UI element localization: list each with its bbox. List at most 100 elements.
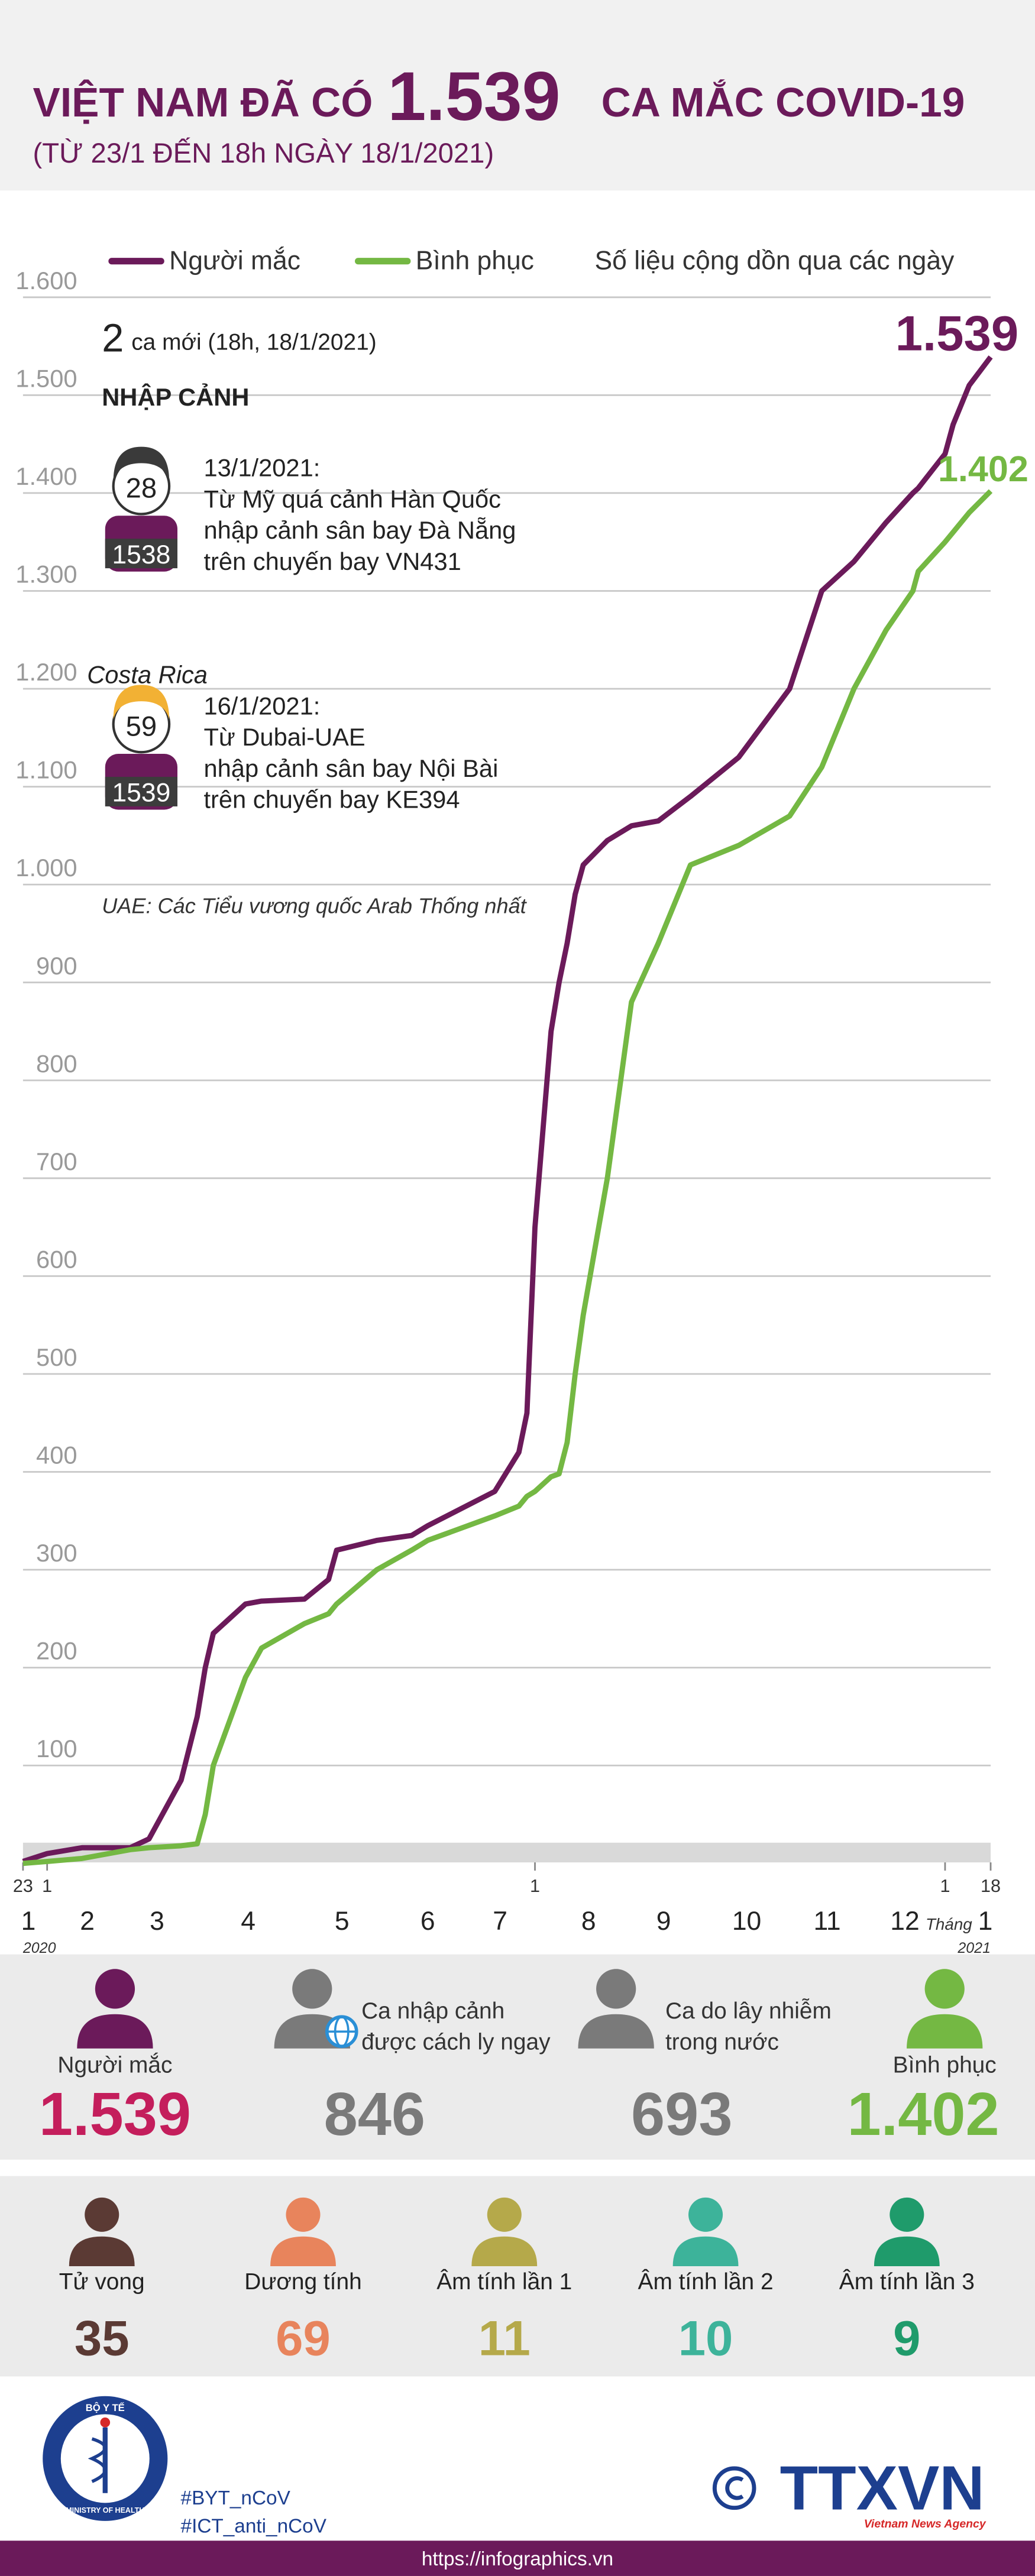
y-tick-label: 800 [36, 1049, 77, 1077]
stat-value: 1.539 [39, 2080, 191, 2148]
case-hair [113, 685, 170, 720]
title: VIỆT NAM ĐÃ CÓ [33, 79, 373, 125]
legend-label: Bình phục [416, 247, 534, 276]
stat-icon [578, 2014, 654, 2049]
moh-logo [100, 2417, 111, 2428]
logo-text: MINISTRY OF HEALTH [66, 2506, 144, 2515]
stat-icon [95, 1969, 135, 2009]
moh-logo [88, 2437, 107, 2483]
stat-icon [688, 2197, 723, 2232]
legend-label: Người mắc [169, 247, 300, 276]
y-tick-label: 600 [36, 1245, 77, 1273]
case-text: nhập cảnh sân bay Đà Nẵng [203, 516, 516, 544]
month-label: 5 [335, 1907, 350, 1936]
stat-label: Ca do lây nhiễm [665, 1998, 832, 2024]
stat-icon [286, 2197, 321, 2232]
url: https://infographics.vn [422, 2548, 613, 2570]
stats-band [0, 1954, 1035, 2160]
stat-icon [292, 1969, 332, 2009]
case-id: 1538 [112, 540, 170, 569]
stat-icon [77, 2014, 153, 2049]
case-text: 13/1/2021: [203, 454, 320, 482]
series-line [22, 489, 993, 1867]
title-number: 1.539 [388, 57, 561, 135]
y-tick-label: 300 [36, 1539, 77, 1567]
end-label: 1.539 [895, 306, 1019, 361]
case-age: 28 [126, 473, 157, 504]
stat-icon [672, 2236, 739, 2266]
case-text: nhập cảnh sân bay Nội Bài [203, 754, 498, 782]
stat-value: 11 [478, 2311, 531, 2366]
copyright-icon [725, 2476, 744, 2500]
note: UAE: Các Tiểu vương quốc Arab Thống nhất [102, 893, 527, 918]
month-unit: Tháng [926, 1915, 972, 1933]
stat-label: Người mắc [57, 2053, 172, 2078]
new-cases-number: 2 [102, 316, 124, 360]
stat-icon [874, 2236, 940, 2266]
x-tick-label: 18 [981, 1876, 1001, 1896]
month-label: 7 [493, 1907, 507, 1936]
y-tick-label: 500 [36, 1343, 77, 1371]
stat-icon [890, 2197, 924, 2232]
case-tag: Costa Rica [87, 661, 208, 689]
stat-value: 693 [631, 2080, 732, 2148]
y-tick-label: 1.500 [15, 364, 77, 392]
stat-icon [487, 2197, 522, 2232]
y-tick-label: 1.100 [15, 756, 77, 784]
stat-value: 35 [75, 2311, 130, 2366]
month-label: 4 [241, 1907, 255, 1936]
x-tick-label: 23 [13, 1876, 33, 1896]
month-label: 3 [150, 1907, 164, 1936]
year-label: 2021 [957, 1940, 991, 1956]
stat-label: Ca nhập cảnh [361, 1998, 504, 2024]
header-band [0, 0, 1035, 191]
x-tick-label: 1 [42, 1876, 52, 1896]
title: CA MẮC COVID-19 [601, 79, 965, 125]
hashtag: #ICT_anti_nCoV [181, 2515, 327, 2537]
y-tick-label: 400 [36, 1441, 77, 1469]
stat-icon [907, 2014, 983, 2049]
stat-value: 10 [678, 2311, 733, 2366]
series-line [22, 355, 993, 1864]
url-bar [0, 2541, 1035, 2576]
month-label: 10 [732, 1907, 761, 1936]
month-label: 1 [978, 1907, 993, 1936]
y-tick-label: 1.300 [15, 560, 77, 588]
case-text: trên chuyến bay KE394 [203, 786, 460, 814]
section-title: NHẬP CẢNH [102, 383, 249, 411]
stat-value: 69 [276, 2311, 331, 2366]
stat-label: Tử vong [59, 2269, 145, 2295]
case-text: trên chuyến bay VN431 [203, 547, 461, 575]
y-tick-label: 1.200 [15, 658, 77, 686]
case-text: Từ Mỹ quá cảnh Hàn Quốc [203, 485, 501, 513]
subtitle: (TỪ 23/1 ĐẾN 18h NGÀY 18/1/2021) [33, 137, 494, 169]
y-tick-label: 1.600 [15, 267, 77, 294]
case-badge [105, 539, 177, 569]
logo-text: BỘ Y TẾ [86, 2402, 125, 2413]
agency-sub: Vietnam News Agency [864, 2517, 987, 2530]
stat-value: 1.402 [848, 2080, 1000, 2148]
y-tick-label: 100 [36, 1735, 77, 1762]
month-label: 6 [421, 1907, 435, 1936]
x-tick-label: 1 [530, 1876, 540, 1896]
stat-icon [69, 2236, 135, 2266]
stat-icon [924, 1969, 965, 2009]
stat-label: Bình phục [893, 2053, 997, 2078]
stat-label: Âm tính lần 1 [436, 2269, 572, 2295]
x-tick-label: 1 [940, 1876, 950, 1896]
end-label: 1.402 [938, 449, 1028, 489]
case-text: 16/1/2021: [203, 692, 320, 720]
case-id: 1539 [112, 779, 170, 808]
stat-label: được cách ly ngay [361, 2030, 551, 2055]
stat-icon [471, 2236, 538, 2266]
copyright-icon [712, 2466, 756, 2510]
month-label: 11 [813, 1907, 840, 1936]
stat-icon [596, 1969, 636, 2009]
month-label: 8 [581, 1907, 596, 1936]
stat-icon [270, 2236, 336, 2266]
stat-label: Âm tính lần 3 [839, 2269, 975, 2295]
stat-icon [85, 2197, 119, 2232]
agency-logo: TTXVN [780, 2453, 985, 2523]
stat-value: 846 [324, 2080, 425, 2148]
